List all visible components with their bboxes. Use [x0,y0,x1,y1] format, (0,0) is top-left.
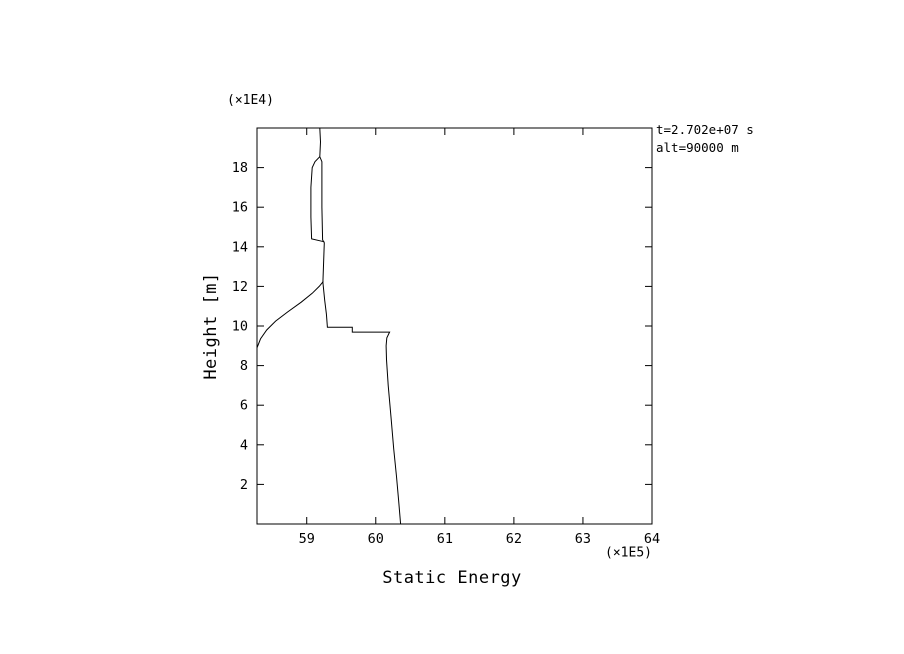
y-tick-label: 6 [240,398,248,414]
annotation-time: t=2.702e+07 s [656,122,754,137]
y-tick-label: 18 [232,160,248,176]
y-tick-label: 2 [240,477,248,493]
x-tick-label: 59 [299,531,315,547]
y-axis-unit-label: (×1E4) [227,93,274,108]
y-tick-label: 12 [232,279,248,295]
x-tick-label: 62 [506,531,522,547]
x-axis-title: Static Energy [382,568,522,588]
annotation-altitude: alt=90000 m [656,140,739,155]
x-tick-label: 63 [575,531,591,547]
y-tick-label: 4 [240,437,248,453]
y-tick-label: 16 [232,200,248,216]
y-tick-label: 14 [232,239,248,255]
series-spike-left-edge [310,156,325,243]
series-static-energy-profile [319,127,402,525]
x-axis-unit-label: (×1E5) [605,545,652,561]
y-tick-label: 8 [240,358,248,374]
x-tick-label: 61 [437,531,453,547]
plot-frame [256,127,653,525]
y-axis-title: Height [m] [201,272,221,380]
series-lower-left-branch [256,281,324,348]
y-tick-label: 10 [232,319,248,335]
x-tick-label: 60 [368,531,384,547]
x-tick-label: 64 [644,531,660,547]
